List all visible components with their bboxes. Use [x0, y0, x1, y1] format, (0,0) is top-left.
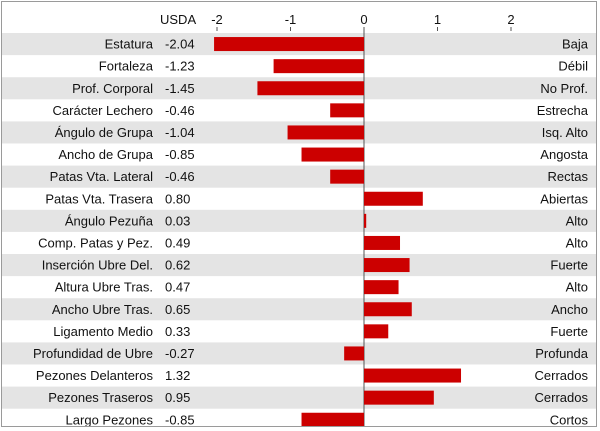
- descriptor-label: Isq. Alto: [542, 125, 588, 140]
- value-label: -2.04: [165, 37, 195, 52]
- value-label: 0.62: [165, 258, 190, 273]
- value-bar: [364, 258, 410, 273]
- category-label: Comp. Patas y Pez.: [38, 235, 153, 250]
- category-label: Patas Vta. Trasera: [45, 191, 153, 206]
- descriptor-label: No Prof.: [540, 81, 588, 96]
- value-bar: [301, 147, 364, 162]
- row-band: [2, 254, 596, 277]
- descriptor-label: Estrecha: [537, 103, 589, 118]
- category-label: Altura Ubre Tras.: [55, 280, 153, 295]
- descriptor-label: Alto: [566, 280, 588, 295]
- value-label: -1.23: [165, 59, 195, 74]
- value-column-header: USDA: [160, 12, 196, 27]
- trait-bar-chart: Estatura -2.04 Baja Fortaleza -1.23 Débil Prof…: [2, 12, 596, 426]
- value-label: 0.95: [165, 390, 190, 405]
- category-label: Ancho Ubre Tras.: [52, 302, 153, 317]
- value-label: 1.32: [165, 368, 190, 383]
- category-label: Fortaleza: [99, 59, 154, 74]
- value-bar: [364, 191, 423, 206]
- value-bar: [273, 59, 364, 74]
- value-bar: [257, 81, 364, 96]
- value-label: -1.04: [165, 125, 195, 140]
- value-label: -0.85: [165, 147, 195, 162]
- value-bar: [287, 125, 364, 140]
- row-band: [2, 165, 596, 188]
- category-label: Inserción Ubre Del.: [42, 258, 153, 273]
- value-bar: [364, 302, 412, 317]
- category-label: Largo Pezones: [66, 412, 154, 426]
- category-label: Prof. Corporal: [72, 81, 153, 96]
- x-tick-label: -1: [285, 12, 297, 27]
- category-label: Ángulo Pezuña: [65, 213, 154, 228]
- value-bar: [214, 37, 364, 52]
- descriptor-label: Alto: [566, 213, 588, 228]
- x-tick-label: -2: [211, 12, 223, 27]
- descriptor-label: Fuerte: [550, 258, 588, 273]
- value-bar: [364, 324, 389, 339]
- descriptor-label: Débil: [558, 59, 588, 74]
- category-label: Ancho de Grupa: [58, 147, 153, 162]
- row-band: [2, 342, 596, 365]
- descriptor-label: Ancho: [551, 302, 588, 317]
- category-label: Carácter Lechero: [53, 103, 153, 118]
- value-label: -0.46: [165, 169, 195, 184]
- x-tick-label: 2: [507, 12, 514, 27]
- row-band: [2, 386, 596, 409]
- value-bar: [364, 280, 399, 295]
- descriptor-label: Cerrados: [535, 368, 589, 383]
- value-label: 0.03: [165, 213, 190, 228]
- descriptor-label: Rectas: [548, 169, 589, 184]
- value-label: -0.85: [165, 412, 195, 426]
- row-band: [2, 298, 596, 321]
- value-label: -1.45: [165, 81, 195, 96]
- category-label: Patas Vta. Lateral: [50, 169, 153, 184]
- descriptor-label: Angosta: [540, 147, 588, 162]
- descriptor-label: Cortos: [550, 412, 589, 426]
- value-label: 0.33: [165, 324, 190, 339]
- value-label: -0.27: [165, 346, 195, 361]
- category-label: Pezones Delanteros: [36, 368, 154, 383]
- value-bar: [301, 412, 364, 426]
- descriptor-label: Alto: [566, 235, 588, 250]
- value-label: -0.46: [165, 103, 195, 118]
- descriptor-label: Cerrados: [535, 390, 589, 405]
- value-label: 0.49: [165, 235, 190, 250]
- value-bar: [330, 103, 364, 118]
- category-label: Profundidad de Ubre: [33, 346, 153, 361]
- value-bar: [330, 169, 364, 184]
- row-band: [2, 209, 596, 232]
- x-tick-label: 0: [360, 12, 367, 27]
- descriptor-label: Fuerte: [550, 324, 588, 339]
- category-label: Pezones Traseros: [48, 390, 153, 405]
- category-label: Ángulo de Grupa: [55, 125, 154, 140]
- value-bar: [364, 368, 462, 383]
- value-label: 0.80: [165, 191, 190, 206]
- x-tick-label: 1: [434, 12, 441, 27]
- descriptor-label: Profunda: [535, 346, 589, 361]
- category-label: Ligamento Medio: [53, 324, 153, 339]
- value-label: 0.65: [165, 302, 190, 317]
- descriptor-label: Baja: [562, 37, 589, 52]
- value-bar: [344, 346, 364, 361]
- value-bar: [364, 213, 367, 228]
- value-bar: [364, 390, 434, 405]
- value-label: 0.47: [165, 280, 190, 295]
- descriptor-label: Abiertas: [540, 191, 588, 206]
- value-bar: [364, 235, 401, 250]
- category-label: Estatura: [105, 37, 154, 52]
